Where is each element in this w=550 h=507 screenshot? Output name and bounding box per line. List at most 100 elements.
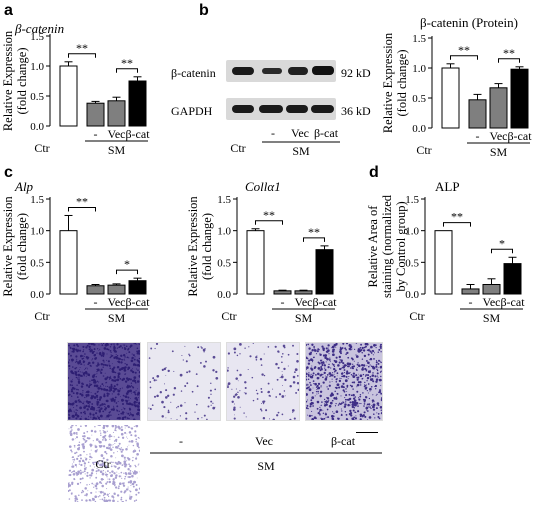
bar	[482, 284, 501, 295]
y-axis-label: Relative Expression	[186, 196, 200, 297]
group-label: SM	[490, 145, 508, 159]
y-tick-label: 0.0	[412, 123, 426, 135]
group-label: SM	[483, 311, 501, 325]
bar	[273, 290, 292, 295]
y-axis-label: staining (normalized	[380, 194, 394, 298]
y-tick-label: 0.5	[412, 93, 426, 105]
x-category-label: Ctr	[409, 309, 424, 323]
x-category-label: β-cat	[312, 295, 337, 309]
significance-bracket	[303, 237, 325, 242]
bar	[86, 285, 105, 295]
significance-bracket	[68, 206, 96, 212]
chart-c2: Collα1 0.0 0.5 1.0 1.5 Relative Expression (fo…	[186, 179, 337, 325]
significance-label: **	[76, 194, 88, 208]
y-tick-label: 0.5	[30, 257, 44, 269]
blot-size-36kd: 36 kD	[341, 104, 371, 118]
y-axis-label: Relative Area of	[366, 205, 380, 288]
bar	[107, 284, 126, 295]
blot-band-label-gapdh: GAPDH	[171, 104, 213, 118]
y-tick-label: 0.0	[217, 289, 231, 301]
y-tick-label: 1.0	[30, 226, 44, 238]
y-tick-label: 1.0	[30, 61, 44, 73]
y-axis-label: (fold change)	[200, 213, 214, 280]
chart-a: β-catenin 0.0 0.5 1.0 1.5 Relative Expression…	[1, 21, 150, 157]
significance-label: **	[503, 46, 515, 60]
significance-bracket	[450, 55, 478, 60]
significance-bracket	[255, 220, 283, 225]
stain-lane-label: Ctr	[95, 457, 110, 471]
y-tick-label: 1.5	[30, 194, 44, 206]
scale-bar	[356, 432, 378, 433]
staining-image-sm	[147, 342, 221, 421]
stain-lane-label: -	[179, 434, 183, 448]
y-tick-label: 0.5	[405, 257, 419, 269]
chart-title: Collα1	[245, 179, 281, 194]
blot-band	[311, 105, 334, 113]
staining-image-beta-cat	[305, 342, 384, 422]
y-axis-label: Relative Expression	[381, 32, 395, 133]
chart-title: Alp	[14, 179, 34, 194]
bar	[128, 280, 147, 295]
group-label: SM	[108, 143, 126, 157]
y-tick-label: 1.0	[405, 226, 419, 238]
significance-bracket	[68, 53, 96, 58]
bar	[107, 100, 126, 127]
bar	[315, 249, 334, 295]
bar	[510, 68, 529, 129]
significance-bracket	[498, 58, 520, 63]
group-label: SM	[108, 311, 126, 325]
bar	[86, 102, 105, 127]
blot-lane-label: β-cat	[314, 126, 339, 140]
x-category-label: Vec	[295, 295, 313, 309]
blot-band	[288, 67, 308, 75]
y-axis-label: (fold change)	[15, 48, 29, 115]
panel-label-a: a	[4, 2, 13, 19]
x-category-label: Ctr	[221, 309, 236, 323]
y-tick-label: 0.0	[30, 289, 44, 301]
y-tick-label: 1.5	[217, 194, 231, 206]
blot-band	[232, 105, 254, 113]
stain-lane-label: β-cat	[331, 434, 356, 448]
x-category-label: -	[94, 127, 98, 141]
significance-label: *	[499, 236, 505, 250]
chart-title: ALP	[435, 179, 460, 194]
y-tick-label: 1.0	[217, 226, 231, 238]
chart-c1: Alp 0.0 0.5 1.0 1.5 Relative Expression (fold …	[1, 179, 150, 325]
y-tick-label: 0.5	[217, 257, 231, 269]
significance-bracket	[116, 68, 138, 73]
bar	[434, 230, 453, 295]
bar	[441, 67, 460, 129]
significance-label: **	[458, 43, 470, 57]
x-category-label: Vec	[483, 295, 501, 309]
blot-size-92kd: 92 kD	[341, 66, 371, 80]
stain-group-label: SM	[257, 459, 275, 473]
staining-image-vec	[226, 342, 300, 422]
chart-d: ALP 0.0 0.5 1.0 1.5 Relative Area of staining …	[366, 179, 525, 325]
x-category-label: β-cat	[125, 127, 150, 141]
significance-label: **	[308, 225, 320, 239]
staining-texture	[305, 342, 384, 422]
y-tick-label: 1.5	[30, 31, 44, 43]
x-category-label: Vec	[108, 295, 126, 309]
significance-bracket	[116, 269, 138, 275]
panel-label-b: b	[199, 2, 209, 19]
blot-band	[262, 68, 282, 74]
x-category-label: Vec	[490, 129, 508, 143]
significance-label: **	[76, 41, 88, 55]
bar	[461, 288, 480, 295]
blot-band	[232, 67, 254, 75]
significance-label: *	[124, 257, 130, 271]
x-category-label: β-cat	[507, 129, 532, 143]
x-category-label: Ctr	[34, 141, 49, 155]
stain-lane-label: Vec	[255, 434, 273, 448]
y-tick-label: 1.5	[405, 194, 419, 206]
bar	[246, 230, 265, 295]
chart-b: β-catenin (Protein) 0.0 0.5 1.0 1.5 Relative …	[381, 15, 532, 159]
staining-texture	[148, 342, 219, 421]
bar	[128, 80, 147, 127]
chart-title: β-catenin (Protein)	[420, 15, 518, 30]
blot-band-label-beta-catenin: β-catenin	[171, 66, 216, 80]
staining-lane-labels: Ctr - Vec β-cat SM	[95, 434, 382, 473]
significance-bracket	[443, 222, 471, 227]
bar	[59, 65, 78, 127]
